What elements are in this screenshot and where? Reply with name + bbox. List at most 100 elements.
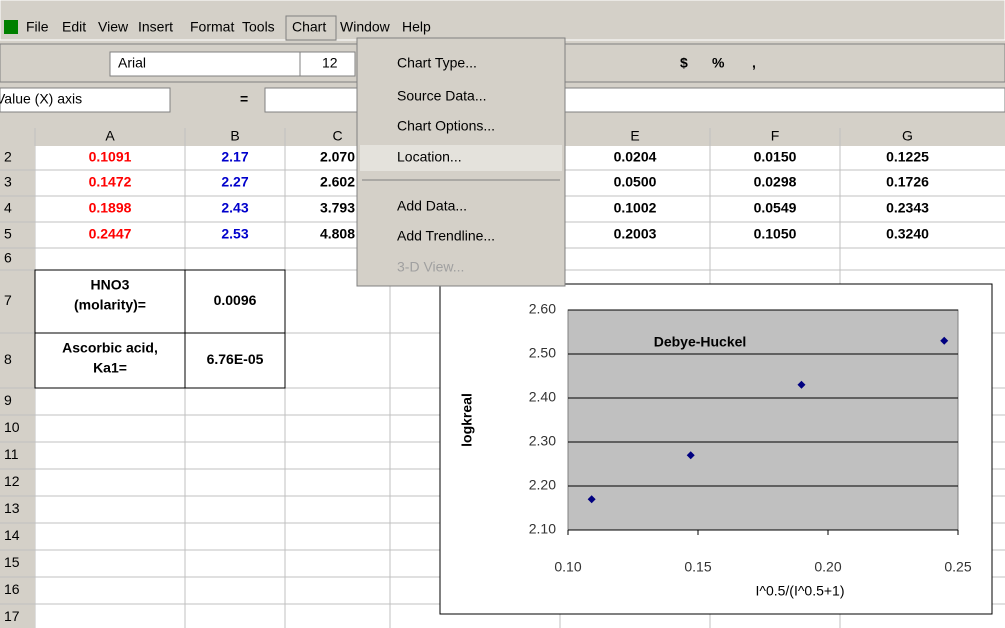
plot-area <box>567 309 959 531</box>
menu-item[interactable]: Chart <box>292 19 326 35</box>
menu-item[interactable]: File <box>26 19 49 35</box>
cell: 2.17 <box>221 149 248 165</box>
point <box>797 380 806 389</box>
cell: 3.793 <box>320 200 355 216</box>
x-tick-label: 0.25 <box>944 559 971 575</box>
cell: Ascorbic acid, <box>62 340 158 356</box>
cell: HNO3 <box>91 277 130 293</box>
chart-title: Debye-Huckel <box>654 334 747 350</box>
cell: 2.070 <box>320 149 355 165</box>
menu-option[interactable]: Add Trendline... <box>397 228 495 244</box>
y-tick-label: 2.60 <box>529 301 556 317</box>
menu-item[interactable]: Tools <box>242 19 275 35</box>
menu-option[interactable]: Source Data... <box>397 88 487 104</box>
menu-option: 3-D View... <box>397 259 464 275</box>
cell: Ka1= <box>93 360 127 376</box>
row-header: 6 <box>4 250 12 266</box>
row-header: 17 <box>4 608 20 624</box>
column-header: E <box>630 128 639 144</box>
cell: 0.1091 <box>89 149 132 165</box>
cell: 0.1050 <box>754 226 797 242</box>
cell: 0.0500 <box>614 174 657 190</box>
y-tick-label: 2.50 <box>529 345 556 361</box>
point <box>686 451 695 460</box>
row-header-bar <box>0 146 35 628</box>
column-header: A <box>105 128 115 144</box>
menu-item[interactable]: View <box>98 19 129 35</box>
menu-item[interactable]: Window <box>340 19 391 35</box>
y-tick-label: 2.40 <box>529 389 556 405</box>
y-axis-label: logkreal <box>459 393 475 447</box>
cell: 0.1726 <box>886 174 929 190</box>
menu-pressed <box>285 15 337 41</box>
menu-option[interactable]: Location... <box>397 149 462 165</box>
content: File Edit View Insert Format Tools Chart Window… <box>0 15 1005 628</box>
cell: 0.1898 <box>89 200 132 216</box>
toolbar-button[interactable]: $ <box>680 55 688 71</box>
menu-option[interactable]: Chart Type... <box>397 55 477 71</box>
cell: 0.1002 <box>614 200 657 216</box>
x-tick-label: 0.10 <box>554 559 581 575</box>
column-header: G <box>902 128 913 144</box>
cell: 0.1225 <box>886 149 929 165</box>
hover <box>360 145 562 171</box>
x-tick-label: 0.15 <box>684 559 711 575</box>
row-header: 12 <box>4 473 20 489</box>
cell: 2.53 <box>221 226 248 242</box>
menu-option[interactable]: Add Data... <box>397 198 467 214</box>
row-header: 3 <box>4 174 12 190</box>
row-header: 11 <box>4 446 19 462</box>
equals: = <box>240 91 248 107</box>
row-header: 13 <box>4 500 20 516</box>
cell: 4.808 <box>320 226 355 242</box>
cell: 2.602 <box>320 174 355 190</box>
y-tick-label: 2.20 <box>529 477 556 493</box>
name-box[interactable] <box>0 87 171 113</box>
row-header: 4 <box>4 200 12 216</box>
name-box-text: Value (X) axis <box>0 91 82 107</box>
cell: 0.1472 <box>89 174 132 190</box>
toolbar-button[interactable]: , <box>752 55 756 71</box>
column-header: C <box>332 128 342 144</box>
menu-item[interactable]: Insert <box>138 19 173 35</box>
menu-item[interactable]: Help <box>402 19 431 35</box>
size-box[interactable] <box>299 51 356 77</box>
row-header: 5 <box>4 226 12 242</box>
row-header: 15 <box>4 554 20 570</box>
y-tick-label: 2.30 <box>529 433 556 449</box>
cell: 0.0150 <box>754 149 797 165</box>
cell: 6.76E-05 <box>207 351 264 367</box>
menu-option[interactable]: Chart Options... <box>397 118 495 134</box>
row-header: 8 <box>4 351 12 367</box>
font-size: 12 <box>322 55 338 71</box>
cell: 2.27 <box>221 174 248 190</box>
column-header: F <box>771 128 780 144</box>
cell-border <box>184 332 286 389</box>
x-axis-label: I^0.5/(I^0.5+1) <box>755 583 844 599</box>
cell: 0.2343 <box>886 200 929 216</box>
row-header: 9 <box>4 392 12 408</box>
cell: 0.2003 <box>614 226 657 242</box>
row-header: 2 <box>4 149 12 165</box>
cell: 0.2447 <box>89 226 132 242</box>
cell: 0.0298 <box>754 174 797 190</box>
x-tick-label: 0.20 <box>814 559 841 575</box>
cell: 0.0096 <box>214 292 257 308</box>
font-name: Arial <box>118 55 146 71</box>
row-header: 7 <box>4 292 12 308</box>
menu-item[interactable]: Format <box>190 19 234 35</box>
menu-item[interactable]: Edit <box>62 19 86 35</box>
point <box>587 495 596 504</box>
row-header: 16 <box>4 581 20 597</box>
menu-bar <box>0 0 1005 41</box>
toolbar-button[interactable]: % <box>712 55 725 71</box>
cell: 0.0549 <box>754 200 797 216</box>
cell: 0.0204 <box>614 149 657 165</box>
app-icon <box>4 20 18 34</box>
column-header: B <box>230 128 239 144</box>
row-header: 14 <box>4 527 20 543</box>
y-tick-label: 2.10 <box>529 521 556 537</box>
